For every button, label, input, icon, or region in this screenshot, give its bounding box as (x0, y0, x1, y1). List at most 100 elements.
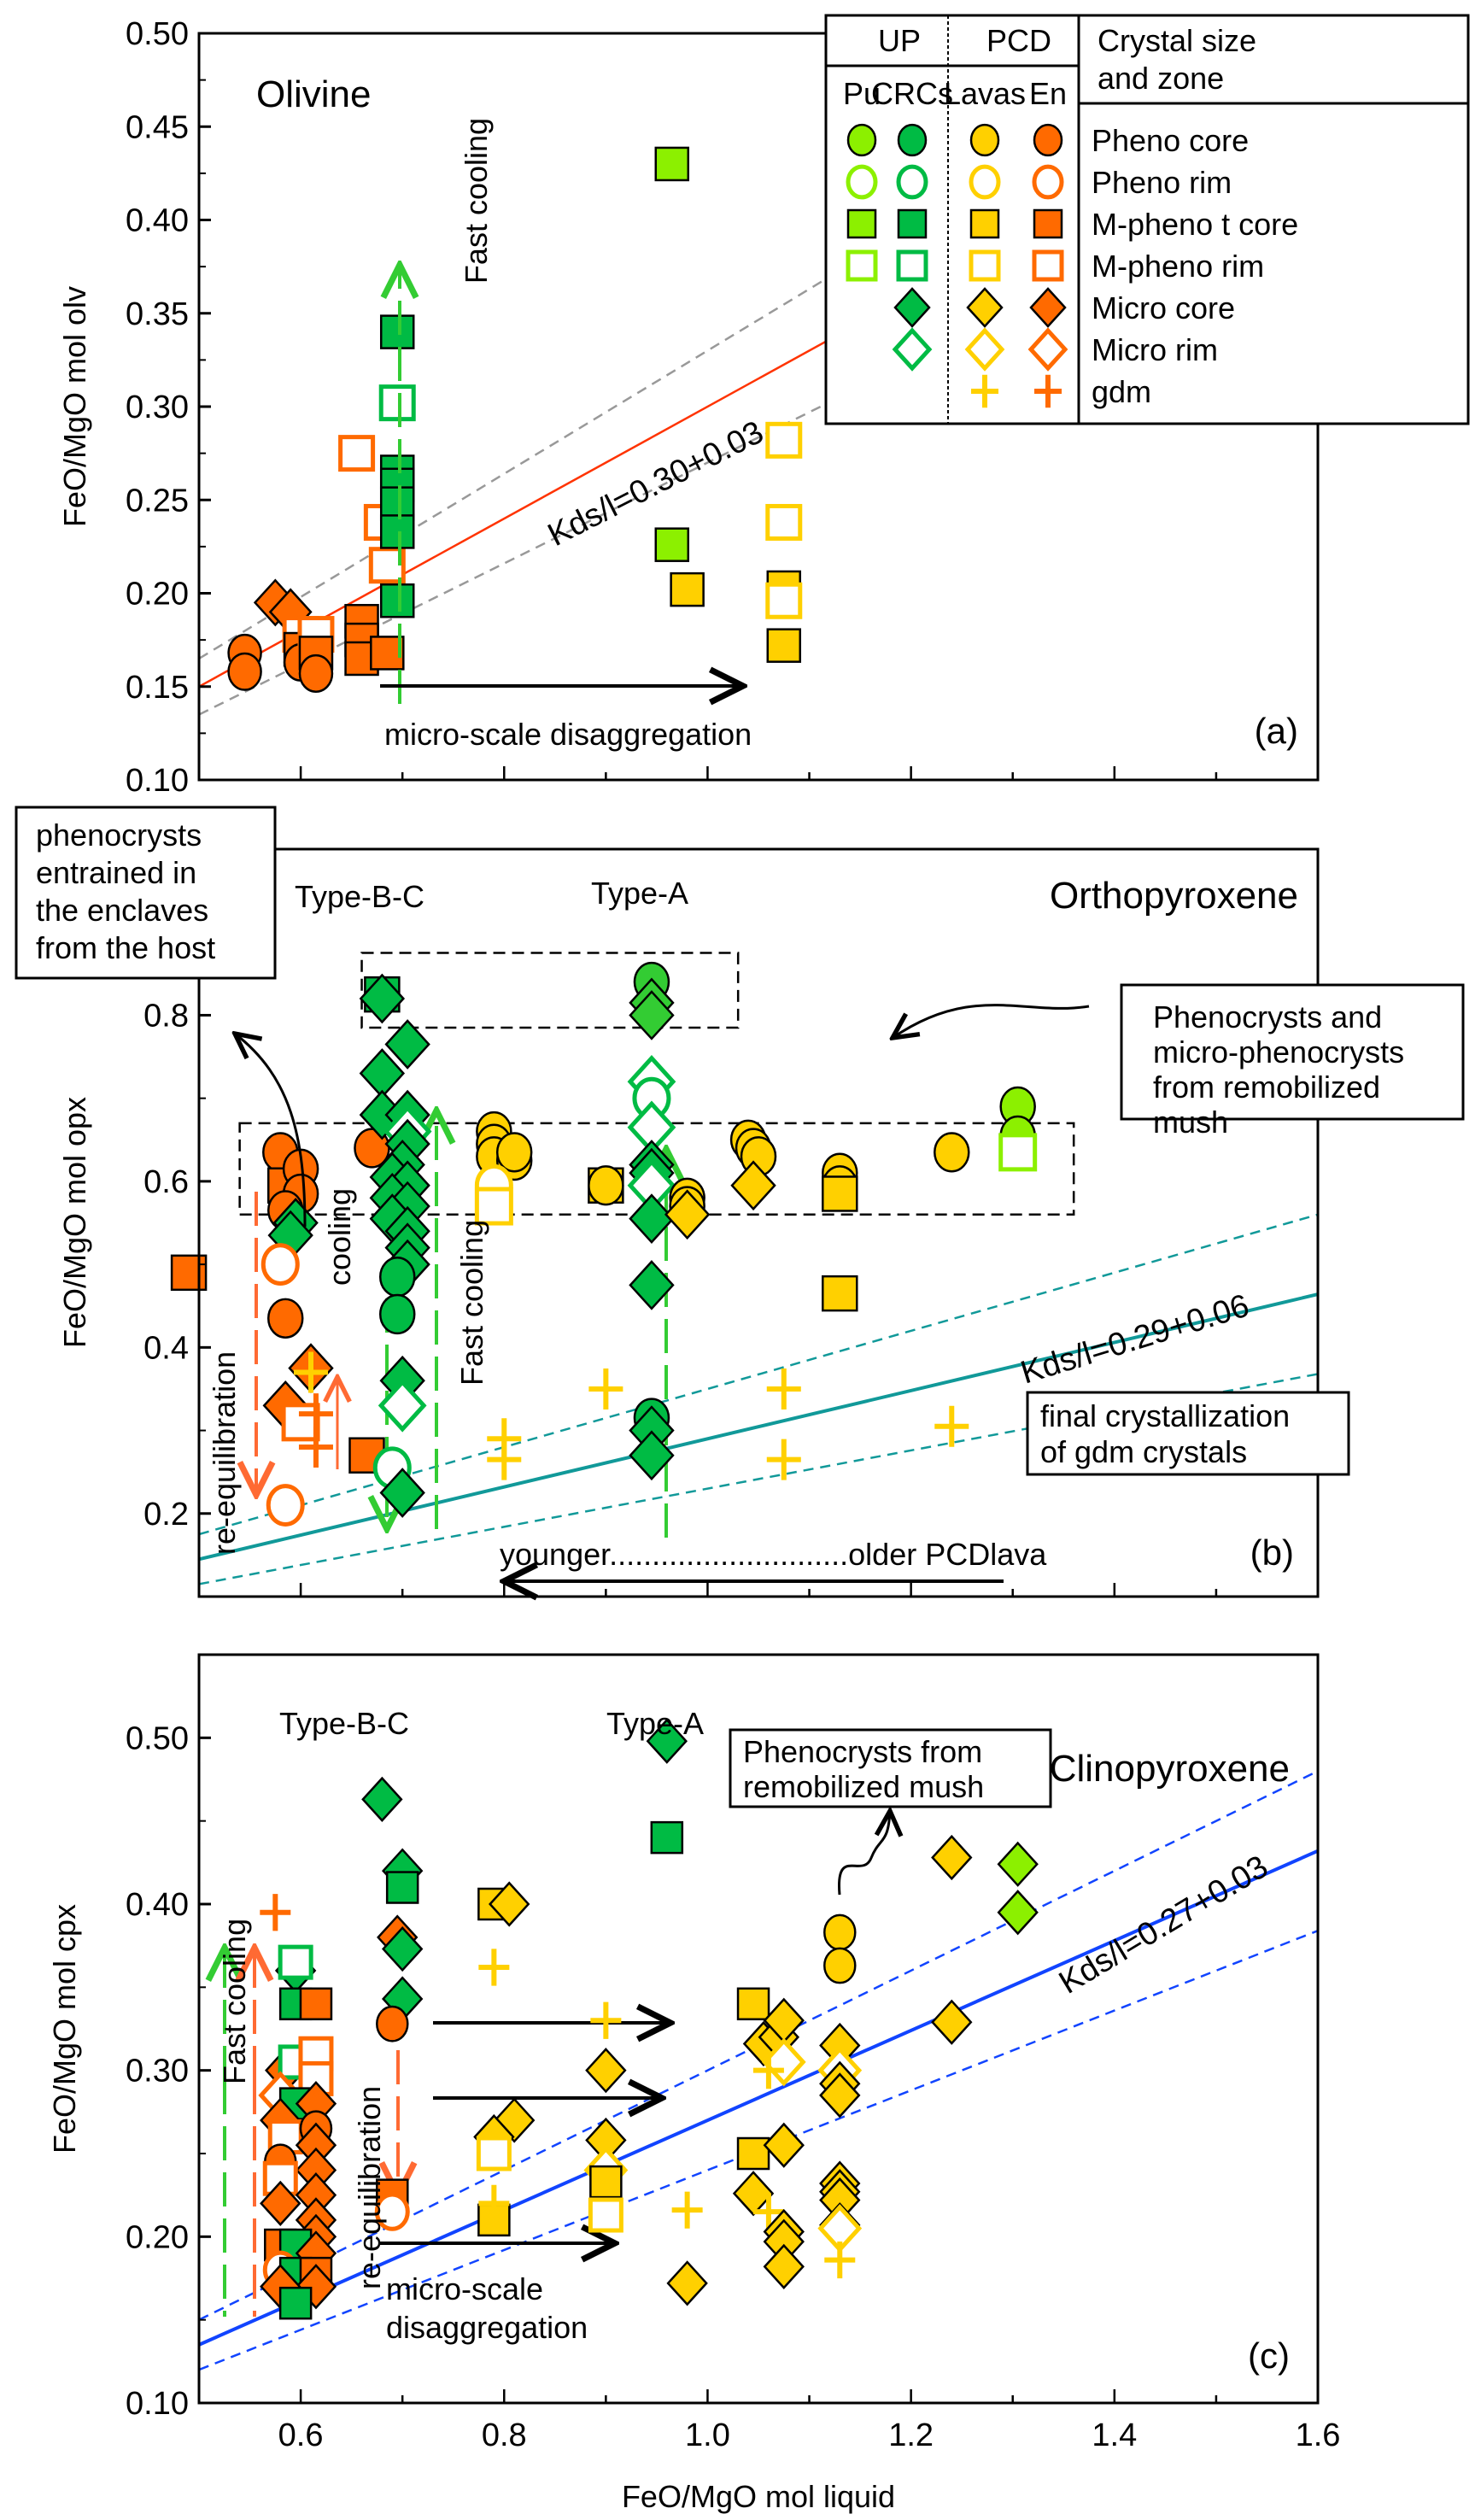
legend-group-pcd: PCD (986, 23, 1051, 58)
y-tick-label: 0.20 (126, 2219, 189, 2255)
data-point (646, 1718, 688, 1764)
annotation-mush-cpx-line1: Phenocrysts from (743, 1734, 982, 1769)
legend-frame (824, 14, 1470, 425)
annotation-mush-opx-line1: Phenocrysts and (1153, 999, 1382, 1034)
data-point (752, 2193, 784, 2230)
legend-marker (846, 208, 877, 239)
data-point (379, 514, 415, 549)
data-point (266, 1298, 304, 1339)
data-point (260, 1243, 300, 1286)
legend-marker (1033, 208, 1063, 239)
data-point (934, 1405, 969, 1447)
data-point (763, 2122, 805, 2168)
y-tick-label: 0.40 (126, 203, 189, 239)
annotation-host-line2: entrained in (36, 855, 196, 890)
data-point (822, 1275, 858, 1312)
data-point (281, 1403, 320, 1442)
legend-col-lavas: Lavas (944, 76, 1026, 111)
data-point (170, 1254, 208, 1292)
panel-title-olivine: Olivine (256, 73, 372, 115)
data-point (589, 2165, 623, 2199)
data-point (588, 2197, 623, 2233)
legend-marker (893, 287, 931, 328)
legend-marker (897, 123, 928, 157)
panel-title-clinopyroxene: Clinopyroxene (1050, 1748, 1290, 1790)
kd-error-line (199, 33, 1234, 660)
x-tick-label: 1.6 (1296, 2417, 1341, 2453)
data-point (370, 636, 405, 671)
data-point (374, 2192, 410, 2231)
data-point (368, 547, 406, 584)
panel-letter-b: (b) (1250, 1533, 1294, 1573)
legend-marker (1032, 164, 1064, 200)
legend-row-label: M-pheno t core (1092, 207, 1298, 242)
data-point (588, 1368, 623, 1409)
kd-label-cpx: Kds/l=0.27+0.03 (1053, 1849, 1274, 2001)
panel-orthopyroxene: 0.2 0.4 0.6 0.8 FeO/MgO mol opx Orthopyroxe… (15, 806, 1465, 1598)
data-point (379, 1468, 425, 1518)
legend-marker (896, 249, 928, 282)
data-point (381, 1925, 424, 1972)
data-point (931, 1999, 973, 2045)
panel-letter-c: (c) (1248, 2335, 1290, 2376)
points-olivine (227, 146, 803, 693)
data-point (997, 1890, 1039, 1936)
legend-rows: Pheno core Pheno rim M-pheno t core M-pheno… (846, 123, 1298, 409)
data-point (765, 582, 803, 619)
annotation-gdm-line2: of gdm crystals (1040, 1434, 1247, 1469)
data-point (378, 1379, 427, 1433)
plot-frame-orthopyroxene (197, 847, 1320, 1598)
y-tick-label: 0.30 (126, 2054, 189, 2089)
y-axis-title-clinopyroxene: FeO/MgO mol cpx (47, 1904, 82, 2154)
type-label-bc-opx: Type-B-C (295, 879, 424, 914)
y-axis-title-orthopyroxene: FeO/MgO mol opx (57, 1097, 92, 1348)
legend-marker (892, 327, 933, 372)
data-point (629, 990, 675, 1040)
kd-label-opx: Kds/l=0.29+0.06 (1016, 1288, 1253, 1392)
data-point (359, 973, 406, 1024)
data-point (650, 1820, 684, 1855)
data-point (378, 384, 416, 422)
annotation-host-line4: from the host (36, 930, 215, 965)
annotation-host-line1: phenocrysts (36, 818, 202, 853)
data-point (824, 2241, 856, 2279)
data-point (752, 2052, 784, 2089)
annotation-arrow-mush-cpx (837, 1811, 890, 1896)
y-axis-title-olivine: FeO/MgO mol olv (57, 286, 92, 527)
data-point (997, 1841, 1039, 1887)
panel-letter-a: (a) (1255, 711, 1298, 751)
annotation-mush-opx-line3: from remobilized (1153, 1070, 1380, 1105)
legend-marker (1034, 374, 1062, 408)
data-point (378, 1257, 416, 1298)
data-point (765, 503, 803, 541)
data-point (278, 2286, 313, 2320)
x-tick-label: 0.8 (482, 2417, 527, 2453)
x-axis-title: FeO/MgO mol liquid (622, 2479, 895, 2514)
y-tick-label: 0.25 (126, 483, 189, 519)
annotation-box-host (15, 806, 277, 980)
data-point (629, 1193, 675, 1244)
data-point (266, 1484, 305, 1527)
legend-group-up: UP (878, 23, 921, 58)
kd-error-line (199, 159, 1318, 716)
type-label-bc-cpx: Type-B-C (279, 1706, 409, 1741)
legend: UP PCD Crystal size and zone Pu CRCs Lav… (824, 14, 1470, 425)
data-point (227, 652, 262, 691)
legend-marker (897, 208, 928, 239)
legend-marker (966, 287, 1004, 328)
disaggregation-label-olivine: micro-scale disaggregation (384, 717, 752, 752)
data-point (823, 1913, 857, 1951)
x-tick-label: 1.4 (1092, 2417, 1137, 2453)
data-point (732, 2171, 775, 2217)
data-point (298, 1427, 333, 1468)
legend-group-crystal-line2: and zone (1098, 61, 1224, 96)
panel-clinopyroxene: 0.10 0.20 0.30 0.40 0.50 0.6 0.8 1.0 1.2 1.4 1.6 F… (47, 1653, 1341, 2514)
y-tick-label: 0.35 (126, 296, 189, 332)
data-point (495, 1132, 533, 1173)
annotation-arrow-mush-opx (893, 1004, 1090, 1038)
legend-col-pu: Pu (843, 76, 881, 111)
data-point (299, 1987, 333, 2021)
legend-marker (1029, 287, 1067, 328)
reequilibration-label-cpx: re-equilibration (352, 2086, 387, 2289)
data-point (666, 2260, 708, 2306)
